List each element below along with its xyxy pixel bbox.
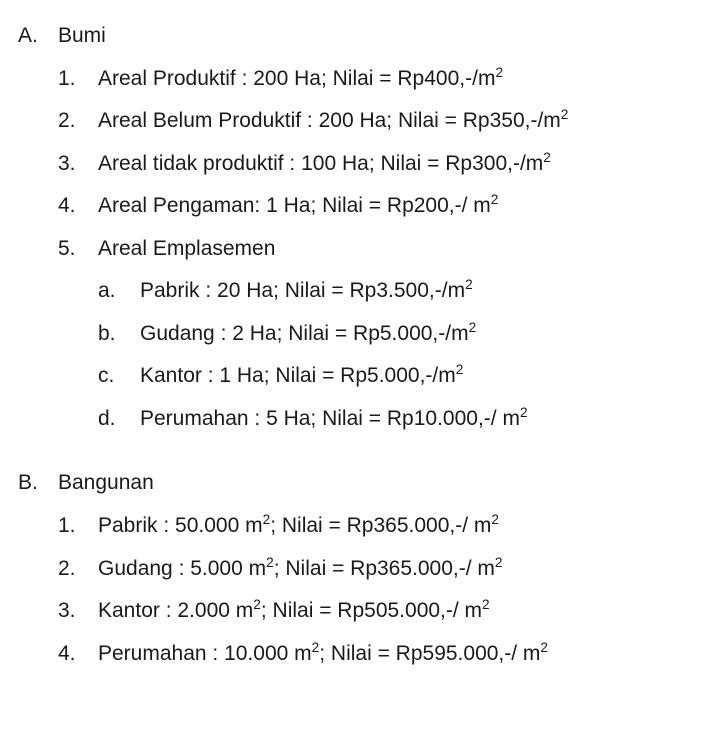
item-marker: d. (98, 403, 140, 436)
item-marker: 2. (58, 553, 98, 586)
item-marker: 1. (58, 510, 98, 543)
item-marker: b. (98, 318, 140, 351)
item-text: Perumahan : 5 Ha; Nilai = Rp10.000,-/ m2 (140, 403, 702, 436)
document-root: A.Bumi1.Areal Produktif : 200 Ha; Nilai … (18, 20, 702, 670)
section-title: Bangunan (58, 467, 702, 500)
item-text: Perumahan : 10.000 m2; Nilai = Rp595.000… (98, 638, 702, 671)
section-head: B.Bangunan (18, 467, 702, 500)
list-item: 2.Gudang : 5.000 m2; Nilai = Rp365.000,-… (58, 553, 702, 586)
list-level-2: a.Pabrik : 20 Ha; Nilai = Rp3.500,-/m2b.… (98, 275, 702, 435)
item-marker: 4. (58, 638, 98, 671)
section: B.Bangunan 1.Pabrik : 50.000 m2; Nilai = … (18, 467, 702, 670)
item-marker: c. (98, 360, 140, 393)
section: A.Bumi 1.Areal Produktif : 200 Ha; Nilai … (18, 20, 702, 435)
list-item: 3.Kantor : 2.000 m2; Nilai = Rp505.000,-… (58, 595, 702, 628)
item-text: Pabrik : 20 Ha; Nilai = Rp3.500,-/m2 (140, 275, 702, 308)
item-text: Gudang : 2 Ha; Nilai = Rp5.000,-/m2 (140, 318, 702, 351)
item-text: Areal Pengaman: 1 Ha; Nilai = Rp200,-/ m… (98, 190, 702, 223)
item-marker: a. (98, 275, 140, 308)
item-text: Kantor : 1 Ha; Nilai = Rp5.000,-/m2 (140, 360, 702, 393)
item-text: Pabrik : 50.000 m2; Nilai = Rp365.000,-/… (98, 510, 702, 543)
section-title: Bumi (58, 20, 702, 53)
list-item: c.Kantor : 1 Ha; Nilai = Rp5.000,-/m2 (98, 360, 702, 393)
item-marker: 2. (58, 105, 98, 138)
item-text: Gudang : 5.000 m2; Nilai = Rp365.000,-/ … (98, 553, 702, 586)
list-item: 1.Areal Produktif : 200 Ha; Nilai = Rp40… (58, 63, 702, 96)
list-item: 5.Areal Emplasemen (58, 233, 702, 266)
list-item: 1.Pabrik : 50.000 m2; Nilai = Rp365.000,… (58, 510, 702, 543)
list-level-1: 1.Areal Produktif : 200 Ha; Nilai = Rp40… (58, 63, 702, 436)
list-item: 4.Areal Pengaman: 1 Ha; Nilai = Rp200,-/… (58, 190, 702, 223)
section-head: A.Bumi (18, 20, 702, 53)
section-marker: B. (18, 467, 58, 500)
item-marker: 3. (58, 595, 98, 628)
list-item: 2.Areal Belum Produktif : 200 Ha; Nilai … (58, 105, 702, 138)
list-item: 3.Areal tidak produktif : 100 Ha; Nilai … (58, 148, 702, 181)
item-marker: 5. (58, 233, 98, 266)
section-marker: A. (18, 20, 58, 53)
list-item: 4.Perumahan : 10.000 m2; Nilai = Rp595.0… (58, 638, 702, 671)
list-level-1: 1.Pabrik : 50.000 m2; Nilai = Rp365.000,… (58, 510, 702, 670)
item-text: Areal Belum Produktif : 200 Ha; Nilai = … (98, 105, 702, 138)
item-text: Areal tidak produktif : 100 Ha; Nilai = … (98, 148, 702, 181)
list-item: b.Gudang : 2 Ha; Nilai = Rp5.000,-/m2 (98, 318, 702, 351)
item-marker: 1. (58, 63, 98, 96)
item-text: Areal Produktif : 200 Ha; Nilai = Rp400,… (98, 63, 702, 96)
item-marker: 4. (58, 190, 98, 223)
list-item: a.Pabrik : 20 Ha; Nilai = Rp3.500,-/m2 (98, 275, 702, 308)
list-item: d.Perumahan : 5 Ha; Nilai = Rp10.000,-/ … (98, 403, 702, 436)
item-text: Kantor : 2.000 m2; Nilai = Rp505.000,-/ … (98, 595, 702, 628)
item-marker: 3. (58, 148, 98, 181)
item-text: Areal Emplasemen (98, 233, 702, 266)
